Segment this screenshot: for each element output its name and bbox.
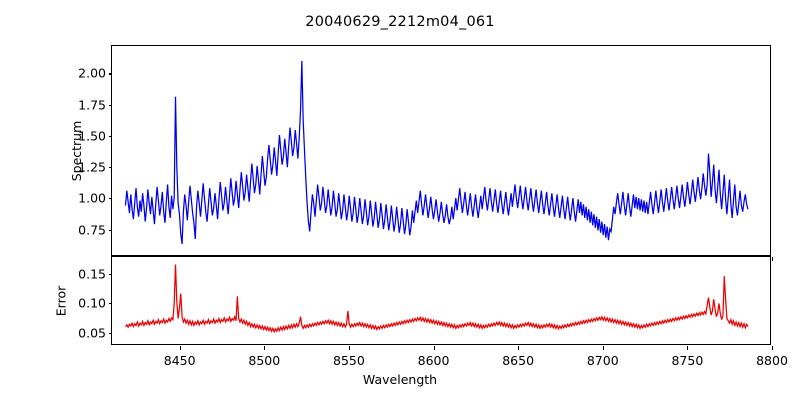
x-tick-mark bbox=[687, 346, 689, 350]
error-y-axis-label: Error bbox=[53, 285, 69, 316]
x-tick-label: 8600 bbox=[417, 353, 450, 368]
y-tick-label: 1.25 bbox=[78, 159, 106, 175]
error-panel: 0.05 0.10 0.15 8450 8500 8550 8600 8650 8700 875… bbox=[54, 256, 788, 368]
y-tick-mark bbox=[108, 332, 112, 335]
y-tick-label: 0.75 bbox=[78, 222, 106, 238]
y-tick-mark bbox=[108, 135, 112, 137]
x-tick-mark bbox=[348, 346, 351, 350]
x-tick-label: 8800 bbox=[756, 353, 788, 368]
x-tick-mark bbox=[179, 346, 181, 350]
x-tick-mark bbox=[772, 346, 774, 350]
y-tick-label: 1.00 bbox=[78, 190, 106, 206]
x-tick-label: 8750 bbox=[671, 353, 704, 368]
x-tick-label: 8650 bbox=[502, 353, 535, 368]
spectrum-y-axis-label: Spectrum bbox=[68, 120, 84, 181]
x-tick-mark bbox=[772, 257, 774, 261]
y-tick-label: 1.50 bbox=[78, 128, 106, 144]
y-tick-label: 0.05 bbox=[78, 325, 106, 341]
x-tick-label: 8700 bbox=[586, 353, 619, 368]
x-tick-mark bbox=[433, 346, 435, 350]
y-tick-mark bbox=[108, 273, 112, 275]
y-tick-mark bbox=[108, 229, 112, 231]
x-tick-mark bbox=[518, 346, 520, 350]
y-tick-mark bbox=[108, 167, 112, 169]
error-line bbox=[112, 257, 770, 344]
x-tick-mark bbox=[264, 346, 266, 350]
chart-title: 20040629_2212m04_061 bbox=[305, 14, 495, 30]
y-tick-mark bbox=[108, 198, 112, 200]
x-axis-label: Wavelength bbox=[362, 372, 438, 387]
y-tick-mark bbox=[108, 303, 112, 305]
y-tick-label: 0.15 bbox=[78, 266, 106, 282]
x-tick-label: 8450 bbox=[163, 353, 196, 368]
y-tick-mark bbox=[108, 73, 112, 75]
x-tick-label: 8550 bbox=[333, 353, 365, 368]
y-tick-mark bbox=[108, 104, 112, 106]
y-tick-label: 2.00 bbox=[78, 65, 106, 81]
x-tick-mark bbox=[602, 346, 604, 350]
y-tick-label: 1.75 bbox=[78, 97, 106, 113]
y-tick-label: 0.10 bbox=[78, 295, 106, 311]
spectrum-panel: 0.75 1.00 1.25 1.50 1.75 2.00 Spectrum bbox=[69, 45, 774, 261]
spectrum-line bbox=[112, 46, 770, 255]
x-tick-label: 8500 bbox=[248, 353, 281, 368]
